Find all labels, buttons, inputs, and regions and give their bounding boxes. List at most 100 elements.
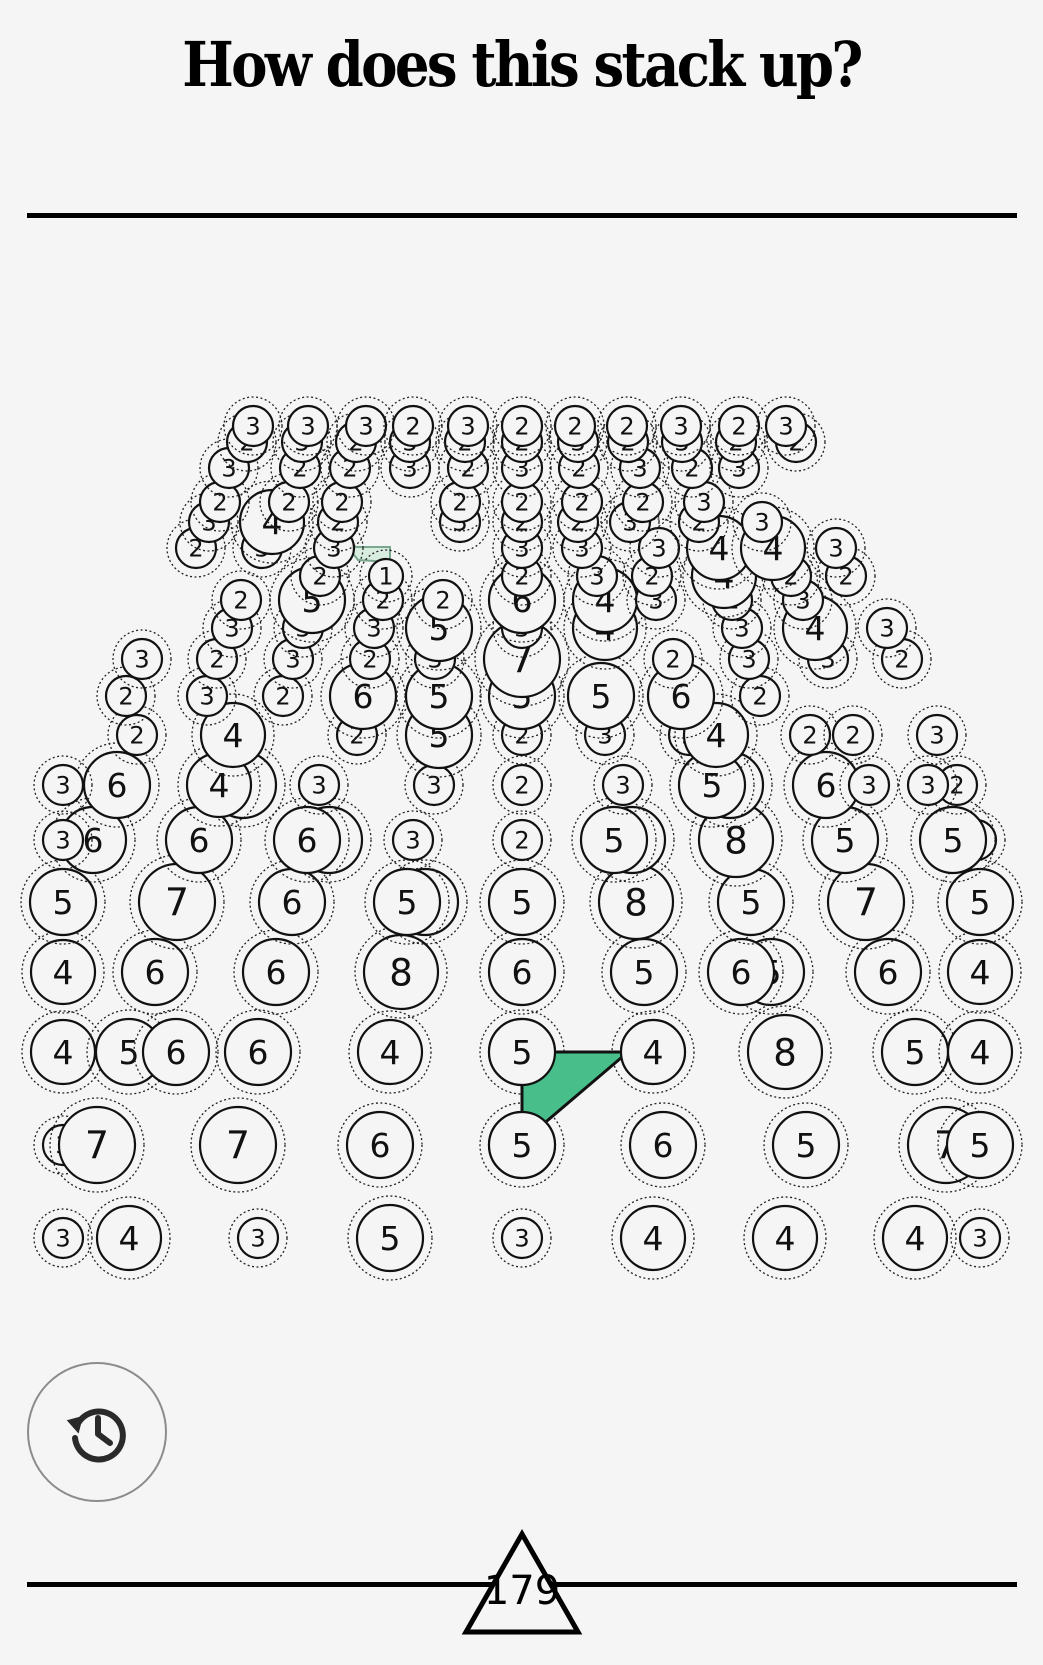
number-tile[interactable]: 2 <box>545 396 605 456</box>
number-tile[interactable]: 3 <box>674 472 734 532</box>
number-tile[interactable]: 2 <box>823 705 883 765</box>
number-tile[interactable]: 6 <box>783 742 869 828</box>
tile-outline <box>806 518 866 578</box>
number-tile[interactable]: 4 <box>191 693 275 777</box>
number-tile[interactable]: 2 <box>190 472 250 532</box>
number-tile[interactable]: 6 <box>620 1102 706 1188</box>
number-tile[interactable]: 1 <box>359 549 413 603</box>
number-tile[interactable]: 7 <box>129 854 225 950</box>
selected-tile[interactable]: 4 <box>619 1018 687 1086</box>
number-tile[interactable]: 5 <box>20 859 106 945</box>
number-tile[interactable]: 2 <box>187 629 247 689</box>
number-tile[interactable]: 7 <box>49 1097 145 1193</box>
number-tile[interactable]: 2 <box>492 755 552 815</box>
number-tile[interactable]: 4 <box>87 1196 171 1280</box>
number-tile[interactable]: 8 <box>354 925 448 1019</box>
selected-tile[interactable]: 5 <box>487 1110 557 1180</box>
number-tile[interactable]: 4 <box>873 1196 957 1280</box>
number-tile[interactable]: 5 <box>910 797 996 883</box>
number-tile[interactable]: 3 <box>719 629 779 689</box>
number-tile[interactable]: 3 <box>336 396 396 456</box>
number-tile[interactable]: 3 <box>112 629 172 689</box>
number-tile[interactable]: 5 <box>558 653 644 739</box>
number-tile[interactable]: 6 <box>698 929 784 1015</box>
number-tile[interactable]: 4 <box>21 930 105 1014</box>
number-tile[interactable]: 2 <box>730 666 790 726</box>
number-tile[interactable]: 2 <box>259 472 319 532</box>
number-tile[interactable]: 8 <box>689 793 783 887</box>
number-tile[interactable]: 2 <box>597 396 657 456</box>
number-tile[interactable]: 5 <box>872 1009 958 1095</box>
number-tile[interactable]: 2 <box>492 396 552 456</box>
number-tile[interactable]: 4 <box>21 1010 105 1094</box>
number-tile[interactable]: 6 <box>249 859 335 945</box>
number-tile[interactable]: 4 <box>348 1010 432 1094</box>
page-title: How does this stack up? <box>182 28 863 101</box>
number-tile[interactable]: 2 <box>662 438 722 498</box>
number-tile[interactable]: 4 <box>938 1010 1022 1094</box>
number-tile[interactable]: 5 <box>364 859 450 945</box>
number-tile[interactable]: 2 <box>413 570 473 630</box>
number-tile[interactable]: 3 <box>857 598 917 658</box>
undo-button[interactable] <box>27 1362 167 1502</box>
number-tile[interactable]: 8 <box>738 1005 832 1099</box>
number-tile[interactable]: 6 <box>133 1009 219 1095</box>
number-tile[interactable]: 6 <box>233 929 319 1015</box>
number-tile[interactable]: 5 <box>347 1195 433 1281</box>
number-tile[interactable]: 3 <box>33 1208 93 1268</box>
number-tile[interactable]: 3 <box>806 518 866 578</box>
number-tile[interactable]: 3 <box>756 396 816 456</box>
number-tile[interactable]: 3 <box>907 705 967 765</box>
number-tile[interactable]: 2 <box>383 396 443 456</box>
number-tile[interactable]: 3 <box>629 518 689 578</box>
number-tile[interactable]: 3 <box>839 755 899 815</box>
number-tile[interactable]: 3 <box>33 755 93 815</box>
number-tile[interactable]: 3 <box>278 396 338 456</box>
number-tile[interactable]: 6 <box>479 929 565 1015</box>
tile-value: 2 <box>312 563 327 591</box>
number-tile[interactable]: 2 <box>492 810 552 870</box>
selected-tile[interactable]: 5 <box>487 1017 557 1087</box>
number-tile[interactable]: 3 <box>950 1208 1010 1268</box>
number-tile[interactable]: 3 <box>228 1208 288 1268</box>
number-tile[interactable]: 5 <box>763 1102 849 1188</box>
number-tile[interactable]: 5 <box>937 859 1023 945</box>
number-tile[interactable]: 6 <box>215 1009 301 1095</box>
number-tile[interactable]: 5 <box>601 929 687 1015</box>
number-tile[interactable]: 4 <box>611 1196 695 1280</box>
number-tile[interactable]: 3 <box>383 810 443 870</box>
number-tile[interactable]: 3 <box>289 755 349 815</box>
number-tile[interactable]: 4 <box>743 1196 827 1280</box>
number-tile[interactable]: 7 <box>190 1097 286 1193</box>
number-tile[interactable]: 3 <box>898 755 958 815</box>
number-tile[interactable]: 2 <box>312 472 372 532</box>
number-tile[interactable]: 6 <box>264 797 350 883</box>
number-tile[interactable]: 3 <box>651 396 711 456</box>
number-tile[interactable]: 6 <box>112 929 198 1015</box>
number-tile[interactable]: 5 <box>86 1009 172 1095</box>
number-tile[interactable]: 2 <box>613 472 673 532</box>
number-tile[interactable]: 5 <box>571 797 657 883</box>
number-tile[interactable]: 2 <box>211 570 271 630</box>
number-tile[interactable]: 2 <box>780 705 840 765</box>
number-tile[interactable]: 5 <box>937 1102 1023 1188</box>
number-tile[interactable]: 4 <box>938 930 1022 1014</box>
number-tile[interactable]: 3 <box>223 396 283 456</box>
number-tile[interactable]: 5 <box>479 859 565 945</box>
number-tile[interactable]: 6 <box>845 929 931 1015</box>
number-tile[interactable]: 3 <box>177 666 237 726</box>
number-tile[interactable]: 2 <box>107 705 167 765</box>
number-tile[interactable]: 5 <box>669 742 755 828</box>
number-tile[interactable]: 3 <box>492 1208 552 1268</box>
number-tile[interactable]: 3 <box>732 492 792 552</box>
number-tile[interactable]: 3 <box>438 396 498 456</box>
number-tile[interactable]: 6 <box>337 1102 423 1188</box>
number-tile[interactable]: 7 <box>818 854 914 950</box>
number-tile[interactable]: 5 <box>802 797 888 883</box>
number-tile[interactable]: 3 <box>593 755 653 815</box>
number-tile[interactable]: 2 <box>709 396 769 456</box>
number-tile[interactable]: 3 <box>33 810 93 870</box>
game-board[interactable]: 3435344433776565754566454854466865566457… <box>0 0 1043 1580</box>
number-tile[interactable]: 2 <box>643 629 703 689</box>
number-tile[interactable]: 3 <box>404 755 464 815</box>
